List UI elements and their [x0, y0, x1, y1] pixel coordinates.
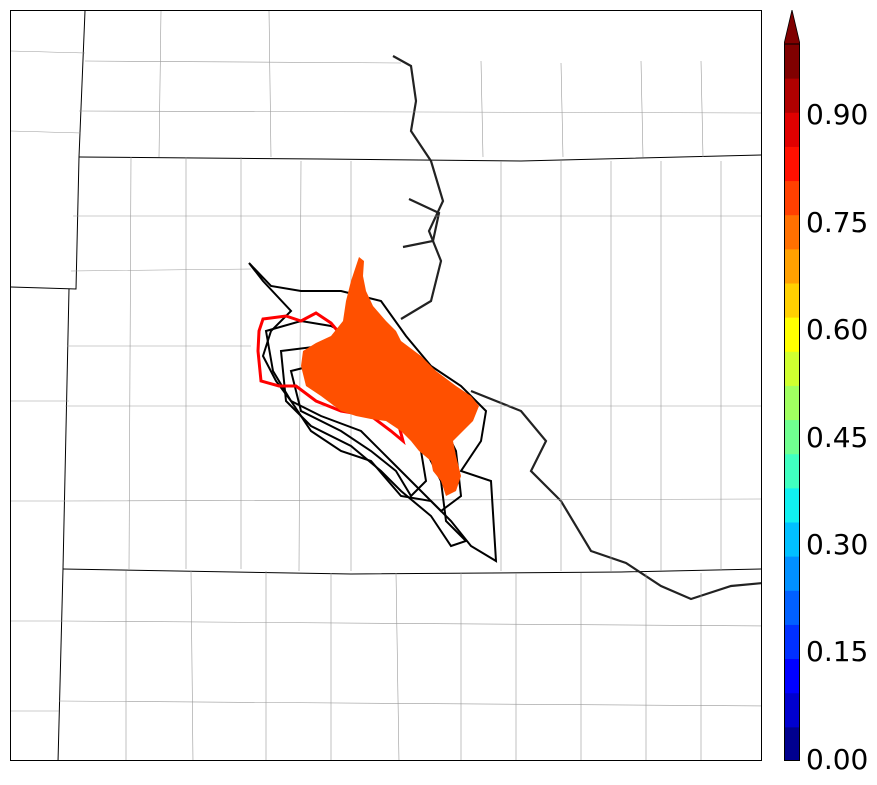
colorbar-band [784, 248, 800, 284]
map-panel [10, 10, 762, 761]
colorbar-tick-label: 0.15 [806, 635, 869, 668]
state-line-west-lower [57, 288, 70, 760]
colorbar-band [784, 112, 800, 147]
colorbar-band [784, 487, 800, 523]
highlight-contour [256, 311, 406, 446]
colorbar-band [784, 283, 800, 318]
colorbar-tick-label: 0.75 [806, 206, 869, 239]
colorbar-band [784, 44, 800, 79]
colorbar-band [784, 214, 800, 250]
probability-fill-region [301, 257, 479, 496]
colorbar-tick-label: 0.90 [806, 98, 869, 131]
colorbar-band [784, 590, 800, 625]
colorbar-border [784, 43, 800, 761]
colorbar-band [784, 419, 800, 455]
colorbar-tick-label: 0.45 [806, 421, 869, 454]
state-boundaries [11, 11, 761, 760]
state-line-west-upper [11, 11, 86, 290]
colorbar [784, 10, 800, 761]
colorbar-band [784, 726, 800, 761]
colorbar-tick-label: 0.30 [806, 528, 869, 561]
colorbar-band [784, 146, 800, 182]
ensemble-contour-1 [248, 262, 498, 563]
colorbar-tick-label: 0.00 [806, 743, 869, 776]
state-line-north [78, 154, 761, 162]
colorbar-band [784, 453, 800, 489]
colorbar-tick-label: 0.60 [806, 313, 869, 346]
colorbar-band [784, 78, 800, 113]
colorbar-band [784, 180, 800, 216]
colorbar-band [784, 317, 800, 352]
colorbar-band [784, 624, 800, 660]
colorbar-band [784, 385, 800, 421]
colorbar-extend-arrow [784, 10, 800, 45]
colorbar-band [784, 692, 800, 728]
state-line-south [62, 568, 761, 575]
map-canvas [11, 11, 761, 760]
colorbar-band [784, 658, 800, 694]
colorbar-band [784, 522, 800, 557]
river [392, 55, 761, 601]
colorbar-band [784, 351, 800, 386]
colorbar-band [784, 556, 800, 591]
